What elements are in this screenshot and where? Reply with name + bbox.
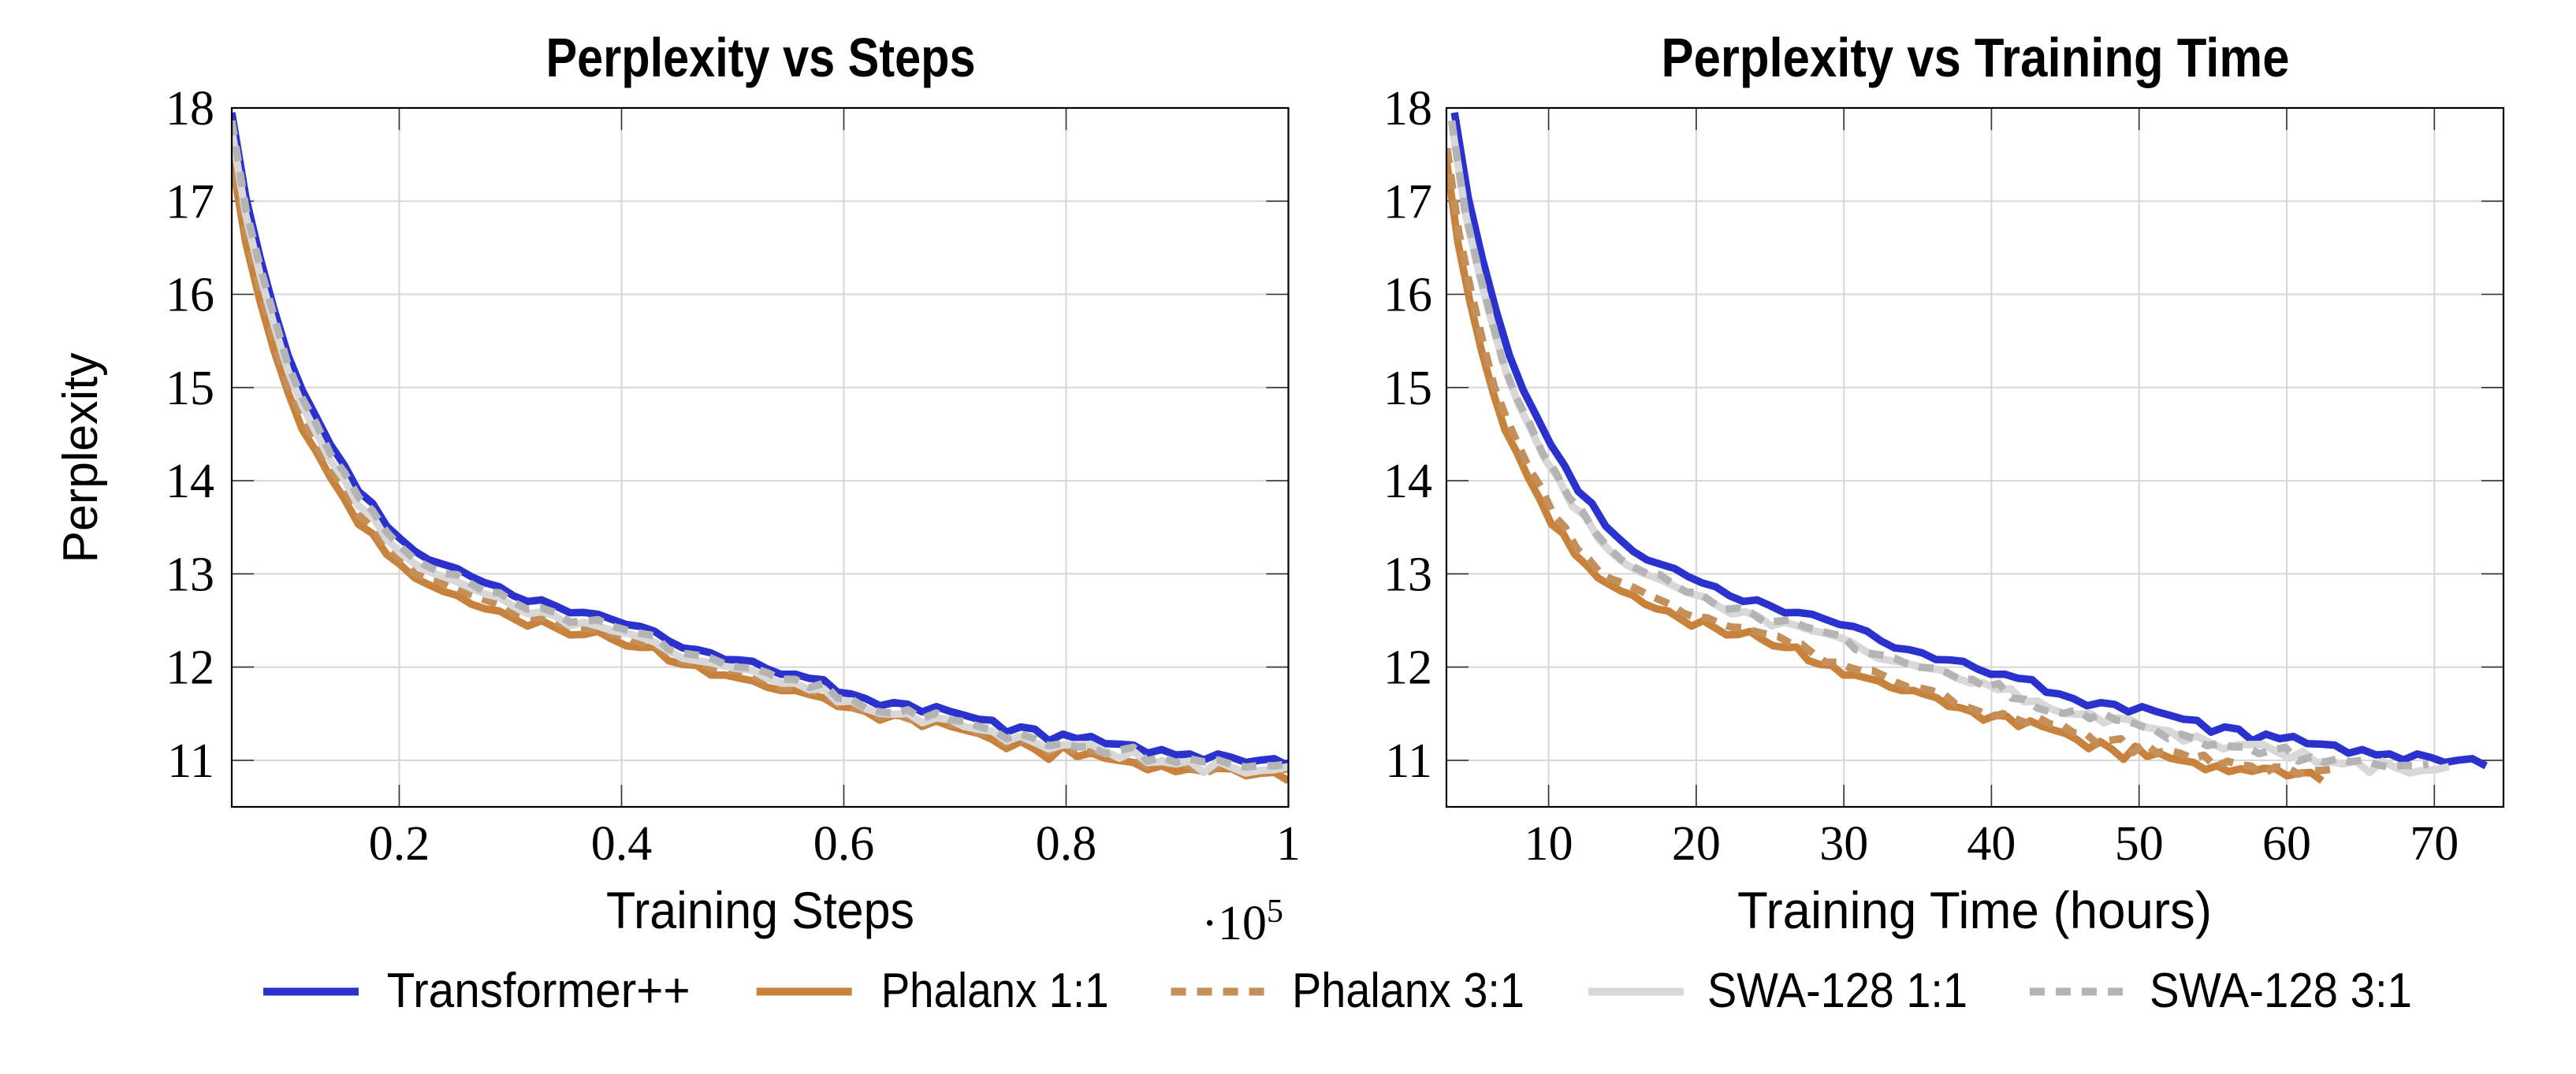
svg-text:15: 15 — [1383, 362, 1432, 415]
svg-text:16: 16 — [1383, 269, 1432, 322]
svg-text:17: 17 — [1383, 175, 1432, 229]
svg-text:1: 1 — [1276, 817, 1301, 871]
svg-text:Training Steps: Training Steps — [606, 881, 914, 939]
svg-text:15: 15 — [166, 362, 214, 415]
svg-text:Training Time (hours): Training Time (hours) — [1737, 881, 2212, 939]
svg-text:Phalanx 3:1: Phalanx 3:1 — [1292, 964, 1524, 1018]
svg-text:Phalanx 1:1: Phalanx 1:1 — [881, 964, 1109, 1018]
svg-text:Perplexity vs Training Time: Perplexity vs Training Time — [1662, 27, 2290, 88]
svg-text:13: 13 — [166, 548, 214, 601]
svg-text:0.6: 0.6 — [813, 817, 875, 871]
svg-text:14: 14 — [166, 455, 214, 508]
svg-text:13: 13 — [1383, 548, 1432, 601]
svg-text:30: 30 — [1819, 817, 1868, 871]
svg-text:SWA-128 1:1: SWA-128 1:1 — [1707, 964, 1967, 1018]
svg-text:20: 20 — [1672, 817, 1721, 871]
svg-text:40: 40 — [1967, 817, 2016, 871]
svg-text:18: 18 — [1383, 82, 1432, 136]
svg-text:11: 11 — [1385, 734, 1432, 788]
svg-text:Perplexity vs Steps: Perplexity vs Steps — [546, 27, 976, 88]
svg-text:60: 60 — [2262, 817, 2311, 871]
svg-text:12: 12 — [166, 641, 214, 695]
svg-text:12: 12 — [1383, 641, 1432, 695]
svg-text:0.4: 0.4 — [591, 817, 653, 871]
svg-text:18: 18 — [166, 82, 214, 136]
svg-text:50: 50 — [2115, 817, 2164, 871]
svg-text:10: 10 — [1524, 817, 1573, 871]
svg-text:11: 11 — [167, 734, 214, 788]
svg-text:SWA-128 3:1: SWA-128 3:1 — [2150, 964, 2412, 1018]
svg-text:70: 70 — [2410, 817, 2459, 871]
svg-text:16: 16 — [166, 269, 214, 322]
svg-text:17: 17 — [166, 175, 214, 229]
svg-text:Perplexity: Perplexity — [54, 353, 108, 563]
svg-text:14: 14 — [1383, 455, 1432, 508]
svg-text:0.8: 0.8 — [1036, 817, 1097, 871]
svg-text:Transformer++: Transformer++ — [387, 964, 691, 1018]
svg-text:0.2: 0.2 — [369, 817, 430, 871]
